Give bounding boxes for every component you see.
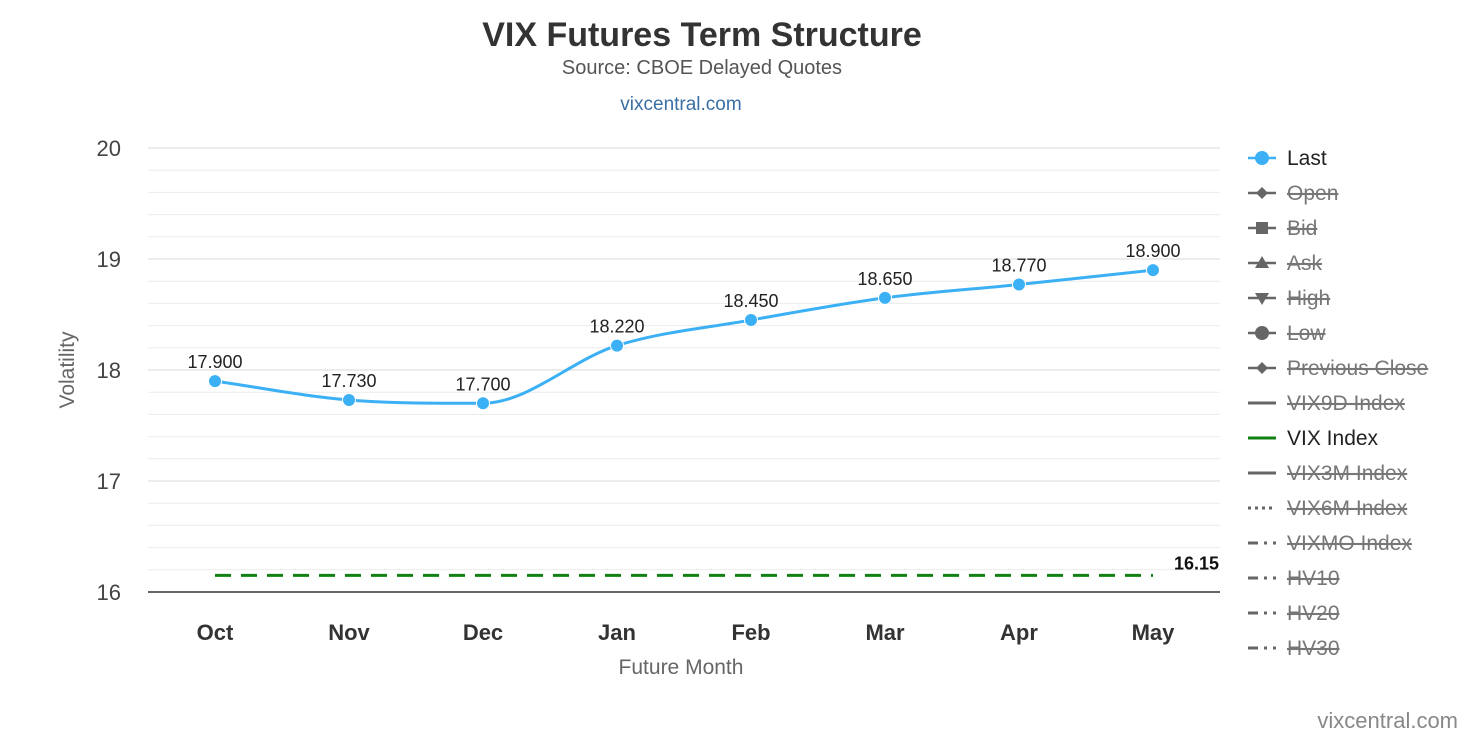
legend-label: Open — [1287, 182, 1338, 205]
y-tick-label: 16 — [97, 580, 121, 605]
last-point — [1012, 277, 1026, 292]
legend-label: Low — [1287, 322, 1326, 345]
x-tick-label: Feb — [731, 620, 770, 645]
legend-item-vixmo-index[interactable]: VIXMO Index — [1248, 532, 1412, 555]
legend-label: VIXMO Index — [1287, 532, 1412, 555]
last-data-label: 18.220 — [589, 317, 644, 337]
y-axis: 16 17 18 19 20 — [97, 136, 121, 605]
legend-marker-icon — [1255, 256, 1269, 268]
legend-label: VIX3M Index — [1287, 462, 1408, 485]
legend-label: VIX9D Index — [1287, 392, 1405, 415]
legend-item-previous-close[interactable]: Previous Close — [1248, 357, 1428, 380]
legend: Last Open Bid Ask High Low Previous Close VIX9D… — [1248, 147, 1428, 660]
y-tick-label: 19 — [97, 247, 121, 272]
grid-lines — [148, 147, 1220, 593]
legend-item-vix9d-index[interactable]: VIX9D Index — [1248, 392, 1405, 415]
last-data-label: 17.730 — [321, 371, 376, 391]
legend-label: Ask — [1287, 252, 1323, 275]
vix-index-label: 16.15 — [1174, 553, 1219, 573]
legend-item-open[interactable]: Open — [1248, 182, 1338, 205]
vixcentral-link[interactable]: vixcentral.com — [620, 94, 741, 115]
last-point — [878, 290, 892, 305]
last-data-label: 18.450 — [723, 291, 778, 311]
y-tick-label: 17 — [97, 469, 121, 494]
y-axis-title: Volatility — [56, 331, 79, 409]
legend-label: VIX Index — [1287, 427, 1379, 450]
legend-item-hv30[interactable]: HV30 — [1248, 637, 1340, 660]
legend-item-vix3m-index[interactable]: VIX3M Index — [1248, 462, 1408, 485]
legend-label: HV20 — [1287, 602, 1340, 625]
x-tick-label: Dec — [463, 620, 503, 645]
chart-subtitle: Source: CBOE Delayed Quotes — [562, 57, 842, 79]
legend-marker-icon — [1255, 326, 1269, 340]
y-tick-label: 20 — [97, 136, 121, 161]
last-data-label: 18.650 — [857, 269, 912, 289]
last-series-line — [214, 268, 1154, 405]
last-point — [342, 392, 356, 407]
legend-item-hv10[interactable]: HV10 — [1248, 567, 1340, 590]
last-data-label: 18.900 — [1125, 241, 1180, 261]
legend-label: HV10 — [1287, 567, 1340, 590]
legend-marker-icon — [1256, 187, 1268, 199]
legend-label: Previous Close — [1287, 357, 1428, 380]
x-tick-label: Oct — [197, 620, 234, 645]
chart-title: VIX Futures Term Structure — [482, 16, 922, 54]
last-point — [1146, 263, 1160, 278]
credit-link[interactable]: vixcentral.com — [1317, 708, 1458, 733]
x-tick-label: Nov — [328, 620, 370, 645]
x-axis-title: Future Month — [619, 656, 744, 679]
last-point — [744, 313, 758, 328]
last-point — [476, 396, 490, 411]
y-tick-label: 18 — [97, 358, 121, 383]
legend-label: High — [1287, 287, 1330, 310]
legend-marker-icon — [1256, 222, 1268, 234]
x-tick-label: Apr — [1000, 620, 1038, 645]
last-point — [610, 338, 624, 353]
legend-item-vix6m-index[interactable]: VIX6M Index — [1248, 497, 1408, 520]
legend-item-hv20[interactable]: HV20 — [1248, 602, 1340, 625]
legend-item-low[interactable]: Low — [1248, 322, 1326, 345]
legend-label: HV30 — [1287, 637, 1340, 660]
legend-label: VIX6M Index — [1287, 497, 1408, 520]
legend-item-last[interactable]: Last — [1248, 147, 1327, 170]
x-tick-label: Mar — [865, 620, 905, 645]
legend-item-ask[interactable]: Ask — [1248, 252, 1323, 275]
last-data-label: 17.900 — [187, 352, 242, 372]
legend-marker-icon — [1255, 151, 1269, 165]
series-layer: 16.15 17.900 17.730 17.700 18.220 18.450 18.65… — [187, 241, 1219, 577]
legend-item-high[interactable]: High — [1248, 287, 1330, 310]
last-data-label: 18.770 — [991, 256, 1046, 276]
last-point — [208, 374, 222, 389]
legend-item-bid[interactable]: Bid — [1248, 217, 1317, 240]
legend-label: Bid — [1287, 217, 1317, 240]
x-tick-label: Jan — [598, 620, 636, 645]
x-axis: Oct Nov Dec Jan Feb Mar Apr May — [197, 620, 1176, 645]
last-data-label: 17.700 — [455, 374, 510, 394]
legend-marker-icon — [1256, 362, 1268, 374]
legend-item-vix-index[interactable]: VIX Index — [1248, 427, 1379, 450]
legend-label: Last — [1287, 147, 1327, 170]
x-tick-label: May — [1132, 620, 1176, 645]
legend-marker-icon — [1255, 293, 1269, 305]
